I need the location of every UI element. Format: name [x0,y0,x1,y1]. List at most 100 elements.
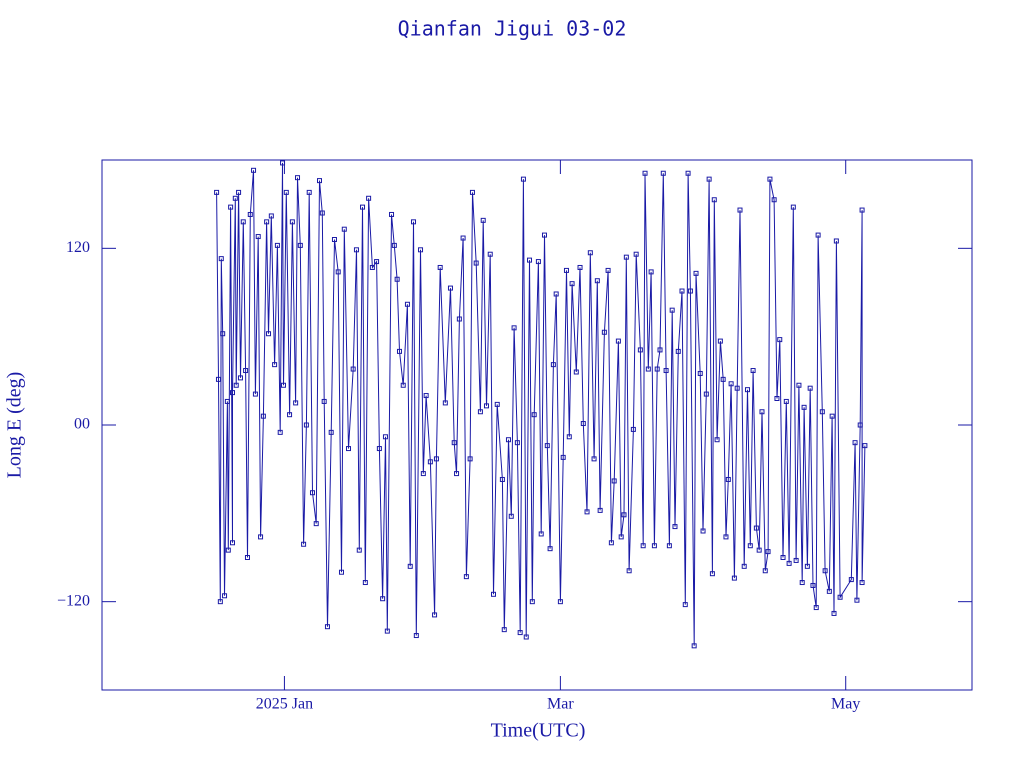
point [675,348,681,354]
point [228,204,234,210]
point [369,264,375,270]
point [605,267,611,273]
point [230,540,235,546]
point [608,540,614,546]
point [230,390,235,396]
point [854,597,860,603]
point [597,507,603,513]
point [423,393,429,399]
point [251,167,257,173]
point [815,232,821,238]
point [833,238,839,244]
point [731,575,737,581]
point [240,219,246,225]
point [547,546,553,552]
point [580,421,586,427]
point [621,512,627,518]
point [728,381,734,387]
point [563,267,569,273]
point [324,624,330,630]
point [780,555,786,560]
point [467,456,473,462]
point [225,547,231,553]
point [309,490,315,496]
point [217,599,223,605]
point [807,385,813,391]
point [252,391,258,397]
point [829,413,835,419]
point [244,555,250,560]
point [566,434,572,440]
point [657,347,663,353]
point [826,588,832,594]
point [391,242,397,248]
point [280,160,286,166]
y-tick-label: −120 [57,592,90,609]
point [679,288,685,294]
point [527,257,533,263]
point [297,242,303,248]
point [233,382,239,388]
point [456,316,462,322]
point [411,219,417,225]
point [560,454,566,460]
point [717,338,723,344]
point [268,213,274,219]
point [587,250,593,256]
point [615,338,621,344]
point [501,627,507,633]
x-tick-label: 2025 Jan [256,696,313,713]
point [477,409,483,415]
point [237,375,243,381]
point [396,348,402,354]
point [783,398,789,404]
point [666,543,672,549]
point [220,331,226,337]
point [759,409,765,415]
point [693,270,699,276]
point [790,204,796,210]
point [380,596,386,602]
point [514,440,520,446]
point [697,370,703,376]
point [813,605,819,611]
point [799,580,805,586]
point [626,568,632,574]
point [499,476,505,482]
point [852,440,858,446]
point [591,456,597,462]
point [700,528,706,534]
point [660,170,666,176]
point [433,456,439,462]
point [685,170,691,176]
point [737,207,743,213]
point [859,207,865,213]
point [584,509,590,515]
point [623,254,629,260]
point [505,437,511,443]
point [538,531,544,537]
x-axis-label: Time(UTC) [491,720,586,742]
chart-title: Qianfan Jigui 03-02 [398,17,627,41]
point [460,235,466,241]
point [317,178,322,184]
point [682,602,688,608]
point [236,189,242,195]
point [360,204,366,210]
point [550,362,556,368]
point [648,269,654,275]
point [786,560,792,566]
point [341,226,347,232]
point [672,524,678,530]
point [756,547,762,553]
point [366,195,372,201]
point [215,376,221,382]
point [669,307,675,313]
point [801,404,807,410]
point [544,443,550,449]
point [508,513,514,519]
point [573,369,579,375]
point [720,376,726,382]
point [356,547,362,553]
